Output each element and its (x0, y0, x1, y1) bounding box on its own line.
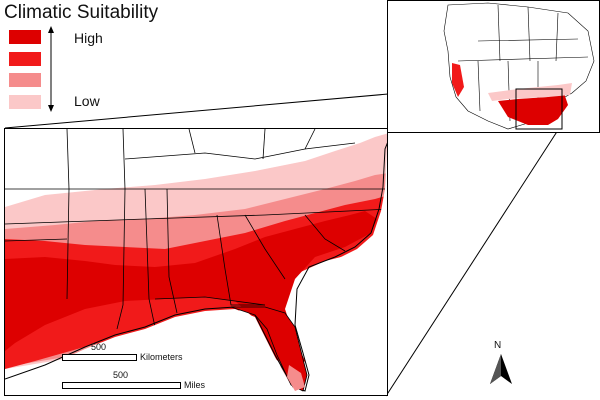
legend-swatch-high (9, 30, 41, 44)
inset-zone-south-low (488, 83, 572, 101)
legend-arrow-icon (48, 26, 54, 112)
legend-high-label: High (74, 30, 103, 46)
legend-title: Climatic Suitability (4, 2, 159, 23)
scalebar-mi-value: 500 (113, 370, 129, 380)
scalebar-km-value: 500 (91, 342, 107, 352)
north-arrow-icon (490, 354, 512, 384)
scalebar-km-unit: Kilometers (140, 352, 183, 362)
inset-map (387, 0, 600, 133)
coastline (5, 142, 387, 392)
inset-zone-west (452, 63, 464, 97)
florida (230, 306, 308, 392)
scalebar-mi-unit: Miles (184, 380, 206, 390)
legend-swatch-mid-high (9, 52, 41, 66)
scalebar-mi (62, 382, 181, 389)
scalebar-km (62, 354, 137, 361)
main-map (4, 128, 388, 396)
north-arrow-label: N (494, 340, 502, 351)
legend-swatch-mid-low (9, 73, 41, 87)
inset-extent-box (515, 88, 563, 130)
legend-swatch-low (9, 95, 41, 109)
legend-low-label: Low (74, 93, 100, 109)
